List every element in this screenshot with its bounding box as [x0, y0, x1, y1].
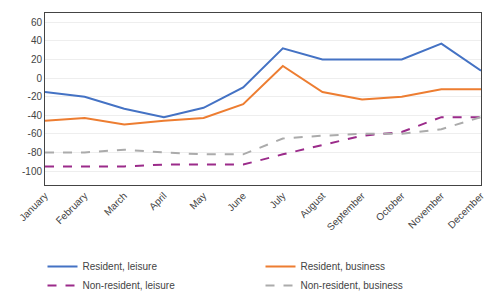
svg-text:May: May — [187, 190, 208, 211]
svg-text:November: November — [406, 190, 447, 231]
svg-text:20: 20 — [31, 54, 43, 65]
svg-text:-60: -60 — [28, 128, 43, 139]
svg-text:July: July — [267, 190, 287, 210]
svg-text:Resident, leisure: Resident, leisure — [83, 261, 158, 272]
svg-text:December: December — [446, 190, 487, 231]
svg-text:40: 40 — [31, 35, 43, 46]
svg-text:Non-resident, leisure: Non-resident, leisure — [83, 280, 176, 291]
svg-text:June: June — [225, 190, 248, 213]
svg-text:-20: -20 — [28, 91, 43, 102]
svg-text:January: January — [17, 190, 50, 223]
svg-text:-40: -40 — [28, 110, 43, 121]
svg-text:August: August — [298, 190, 328, 220]
svg-text:Non-resident, business: Non-resident, business — [301, 280, 403, 291]
svg-text:0: 0 — [36, 73, 42, 84]
svg-text:-100: -100 — [22, 166, 42, 177]
svg-text:-80: -80 — [28, 147, 43, 158]
svg-text:Resident, business: Resident, business — [301, 261, 386, 272]
svg-text:October: October — [374, 190, 407, 223]
svg-text:60: 60 — [31, 17, 43, 28]
svg-text:February: February — [54, 190, 90, 226]
svg-text:March: March — [102, 190, 129, 217]
svg-text:September: September — [325, 190, 368, 233]
svg-text:April: April — [147, 190, 169, 212]
